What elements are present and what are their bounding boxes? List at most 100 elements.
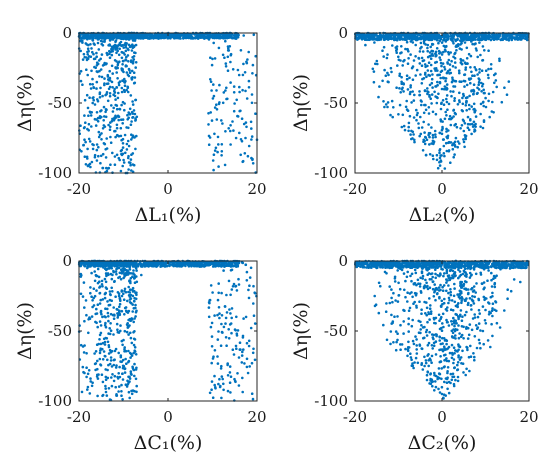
scatter-point xyxy=(464,104,468,107)
scatter-point xyxy=(482,91,486,95)
scatter-point xyxy=(121,343,124,347)
scatter-point xyxy=(88,82,92,86)
scatter-point xyxy=(430,126,433,129)
scatter-point xyxy=(95,111,99,114)
scatter-point xyxy=(240,361,244,364)
scatter-point xyxy=(109,135,112,139)
scatter-point xyxy=(115,272,118,276)
scatter-point xyxy=(469,118,472,121)
scatter-point xyxy=(423,73,427,76)
scatter-point xyxy=(427,133,430,137)
scatter-point xyxy=(360,34,364,38)
scatter-point xyxy=(105,287,109,291)
scatter-point xyxy=(127,309,131,313)
scatter-point xyxy=(133,330,136,333)
scatter-point xyxy=(111,110,115,113)
scatter-point xyxy=(431,154,435,157)
scatter-point xyxy=(236,35,239,39)
scatter-point xyxy=(418,62,422,65)
scatter-point xyxy=(134,310,138,314)
scatter-point xyxy=(122,269,125,273)
scatter-point xyxy=(399,343,402,346)
scatter-point xyxy=(455,49,458,52)
scatter-point xyxy=(110,384,114,388)
scatter-point xyxy=(130,169,133,172)
scatter-point xyxy=(203,265,206,268)
scatter-point xyxy=(93,270,96,273)
scatter-point xyxy=(501,34,505,38)
scatter-point xyxy=(115,394,119,397)
scatter-point xyxy=(104,291,107,295)
scatter-point xyxy=(111,33,114,36)
scatter-point xyxy=(441,99,445,102)
scatter-point xyxy=(127,154,130,158)
scatter-point xyxy=(241,376,244,380)
scatter-point xyxy=(96,98,99,101)
scatter-point xyxy=(124,357,127,361)
scatter-point xyxy=(213,57,217,60)
scatter-point xyxy=(222,382,225,386)
scatter-point xyxy=(119,277,123,281)
scatter-point xyxy=(114,385,117,389)
scatter-point xyxy=(460,333,464,337)
scatter-point xyxy=(247,288,250,292)
scatter-point xyxy=(408,92,412,96)
scatter-point xyxy=(131,43,134,46)
scatter-point xyxy=(421,59,425,63)
scatter-point xyxy=(130,392,134,396)
scatter-point xyxy=(131,294,135,298)
scatter-point xyxy=(453,99,456,102)
scatter-point xyxy=(457,317,460,321)
scatter-point xyxy=(114,270,118,273)
scatter-point xyxy=(210,380,214,383)
scatter-point xyxy=(455,125,459,129)
scatter-point xyxy=(459,57,463,61)
scatter-point xyxy=(92,287,96,291)
scatter-point xyxy=(440,132,444,136)
scatter-point xyxy=(440,64,443,68)
scatter-point xyxy=(358,34,361,38)
scatter-point xyxy=(99,57,102,61)
scatter-point xyxy=(247,339,251,343)
scatter-point xyxy=(446,320,449,324)
scatter-point xyxy=(409,53,412,56)
scatter-point xyxy=(447,262,451,266)
scatter-point xyxy=(404,33,407,36)
scatter-point xyxy=(465,367,468,371)
scatter-point xyxy=(402,82,405,85)
scatter-point xyxy=(417,126,421,130)
scatter-point xyxy=(245,125,248,129)
scatter-point xyxy=(473,123,476,127)
scatter-point xyxy=(168,264,171,268)
scatter-point xyxy=(470,105,474,108)
scatter-point xyxy=(412,116,416,119)
scatter-point xyxy=(108,293,112,296)
scatter-point xyxy=(446,387,449,391)
scatter-point xyxy=(115,262,119,265)
scatter-point xyxy=(443,154,446,158)
scatter-point xyxy=(445,100,449,104)
y-tick-label: -100 xyxy=(314,164,348,182)
scatter-point xyxy=(521,36,525,40)
scatter-point xyxy=(377,95,380,99)
scatter-point xyxy=(133,76,137,79)
scatter-point xyxy=(233,328,237,331)
scatter-point xyxy=(211,159,215,162)
scatter-point xyxy=(103,343,107,346)
scatter-point xyxy=(475,33,479,36)
scatter-point xyxy=(452,346,456,350)
scatter-point xyxy=(425,37,428,41)
scatter-point xyxy=(441,76,445,79)
scatter-point xyxy=(100,109,103,112)
scatter-point xyxy=(216,150,219,154)
scatter-point xyxy=(473,316,477,319)
scatter-point xyxy=(452,90,455,93)
scatter-point xyxy=(466,337,470,340)
scatter-point xyxy=(249,266,253,270)
scatter-point xyxy=(397,58,401,62)
scatter-point xyxy=(110,277,114,281)
scatter-point xyxy=(458,91,461,95)
scatter-point xyxy=(441,349,445,353)
scatter-point xyxy=(231,36,234,40)
scatter-point xyxy=(390,296,393,300)
